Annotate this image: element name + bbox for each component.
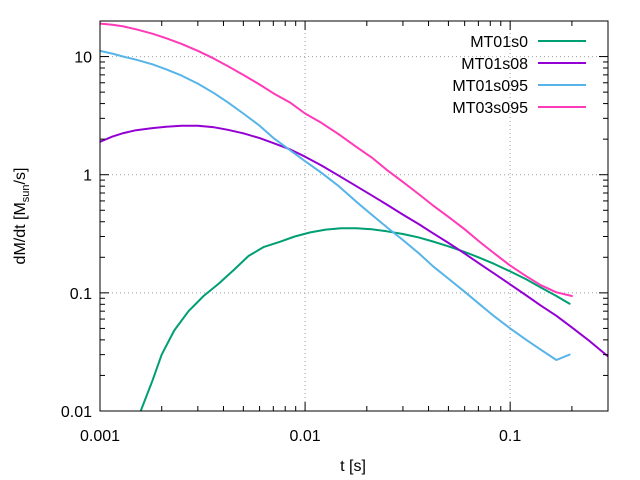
axis-tick-labels: 0.001 0.01 0.1 0.01 0.1 1 10 xyxy=(61,50,522,445)
y-axis-label: dM/dt [Msun/s] xyxy=(12,168,32,265)
legend-label: MT01s0 xyxy=(470,34,528,51)
legend-label: MT01s08 xyxy=(461,56,528,73)
y-tick-label: 0.1 xyxy=(70,286,92,303)
x-axis-label: t [s] xyxy=(340,458,366,475)
legend-label: MT03s095 xyxy=(452,100,528,117)
x-tick-label: 0.01 xyxy=(290,428,321,445)
series-line-mt03s095 xyxy=(100,22,573,297)
grid xyxy=(100,21,608,411)
series-line-mt01s095 xyxy=(100,49,571,361)
legend-label: MT01s095 xyxy=(452,78,528,95)
y-tick-label: 0.01 xyxy=(61,404,92,421)
series-line-mt01s0 xyxy=(139,227,571,411)
x-tick-label: 0.001 xyxy=(80,428,120,445)
plot-series xyxy=(100,22,608,411)
y-tick-label: 10 xyxy=(74,50,92,67)
x-tick-label: 0.1 xyxy=(499,428,521,445)
plot-frame xyxy=(99,20,609,412)
y-tick-label: 1 xyxy=(83,168,92,185)
legend: MT01s0 MT01s08 MT01s095 MT03s095 xyxy=(452,34,586,117)
y-axis-label-main: dM/dt [M xyxy=(12,202,29,264)
series-line-mt01s08 xyxy=(100,124,608,358)
y-axis-label-tail: /s] xyxy=(12,168,29,185)
y-axis-label-sub: sun xyxy=(20,184,32,202)
